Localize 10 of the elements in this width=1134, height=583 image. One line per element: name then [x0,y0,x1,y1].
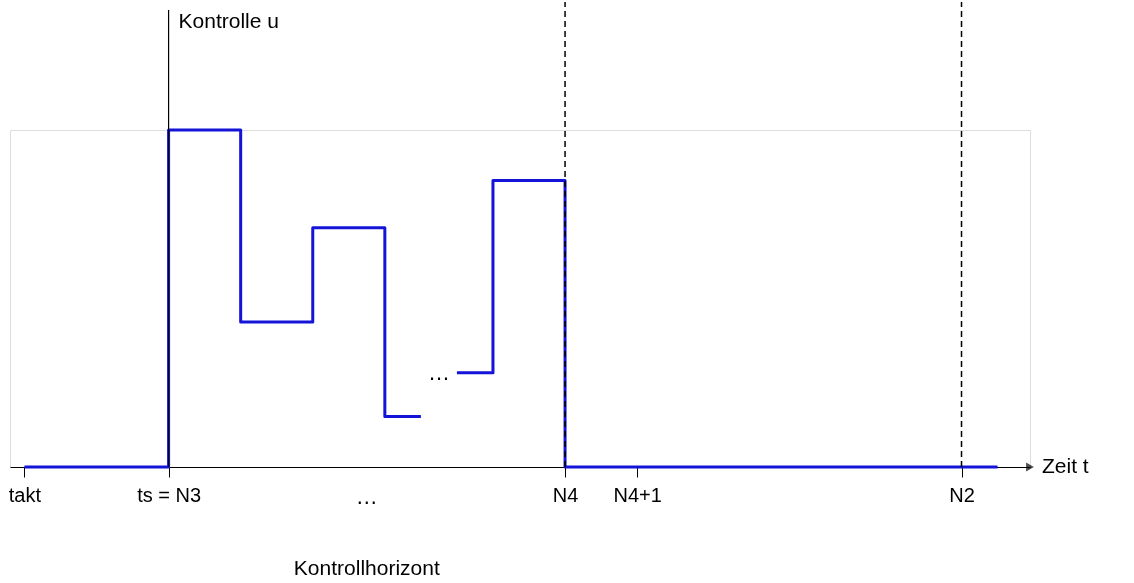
x-tick-label: N4 [552,483,579,506]
x-axis-title: Zeit t [1042,454,1089,477]
annotation: … [427,359,450,385]
x-tick-label: ts = N3 [137,483,202,506]
x-tick-label: N4+1 [613,483,662,506]
text: Kontrollhorizont [293,556,440,579]
y-axis-title: Kontrolle u [178,9,279,32]
text: … [355,484,378,509]
x-tick-label: takt [8,483,42,506]
x-tick-label: N2 [949,483,975,506]
